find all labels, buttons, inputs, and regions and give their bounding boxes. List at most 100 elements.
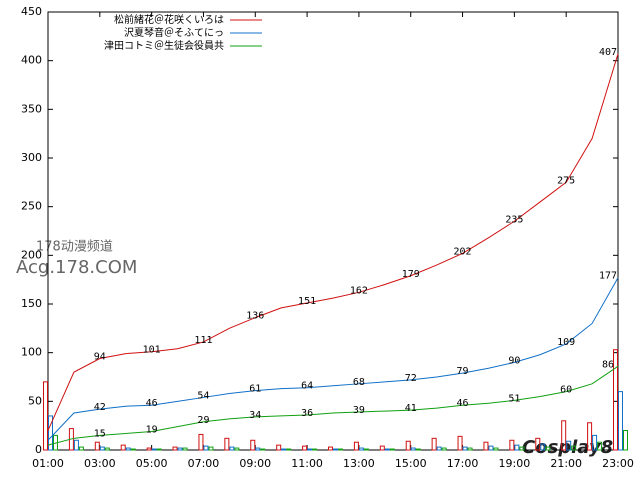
bar <box>286 448 292 451</box>
bar <box>353 441 359 451</box>
bar <box>99 446 105 451</box>
plot-frame <box>47 11 619 451</box>
bar <box>613 349 618 451</box>
value-label: 46 <box>457 398 469 409</box>
bar <box>208 446 214 451</box>
value-label: 202 <box>454 246 472 257</box>
value-label: 61 <box>249 384 261 395</box>
bar <box>130 448 136 451</box>
bar <box>597 441 603 451</box>
bar <box>48 415 53 451</box>
value-label: 407 <box>599 47 617 58</box>
bar <box>410 447 416 451</box>
value-label: 177 <box>599 271 617 282</box>
bar <box>623 430 628 451</box>
bar <box>312 448 318 451</box>
bar <box>203 445 209 451</box>
bar <box>436 446 442 451</box>
bar <box>338 448 343 451</box>
value-label: 101 <box>143 345 161 356</box>
bar <box>328 446 333 451</box>
bar <box>260 448 266 451</box>
x-tick-label: 11:00 <box>291 457 323 470</box>
bar <box>198 433 204 451</box>
bar <box>94 441 100 451</box>
y-tick-label: 0 <box>35 443 42 456</box>
bar <box>405 440 411 451</box>
bar <box>519 446 525 451</box>
value-label: 29 <box>197 415 209 426</box>
bar <box>488 445 494 451</box>
value-label: 90 <box>508 355 520 366</box>
value-label: 179 <box>402 269 420 280</box>
bar <box>379 445 385 451</box>
value-label: 86 <box>602 359 614 370</box>
bar <box>78 446 84 451</box>
y-tick-label: 450 <box>21 5 42 18</box>
value-label: 34 <box>249 410 261 421</box>
x-tick-label: 13:00 <box>343 457 375 470</box>
bar <box>302 445 308 451</box>
bar <box>177 447 183 451</box>
bar <box>493 447 499 451</box>
value-label: 109 <box>557 337 575 348</box>
bar <box>358 447 364 451</box>
bar <box>389 448 395 451</box>
value-label: 235 <box>505 214 523 225</box>
x-tick-label: 05:00 <box>136 457 168 470</box>
bar <box>224 437 230 451</box>
value-label: 151 <box>298 296 316 307</box>
bar <box>104 447 110 451</box>
value-label: 72 <box>405 373 417 384</box>
bar <box>587 422 593 451</box>
value-label: 64 <box>301 381 313 392</box>
bar <box>592 434 598 451</box>
bar <box>441 447 447 451</box>
bar <box>151 448 157 451</box>
x-tick-label: 21:00 <box>550 457 582 470</box>
value-label: 79 <box>457 366 469 377</box>
bar <box>255 447 261 451</box>
value-label: 15 <box>94 428 106 439</box>
bar <box>462 446 468 451</box>
line <box>47 53 619 431</box>
legend-label: 津田コトミ＠生徒会役員共 <box>104 39 224 52</box>
x-tick-label: 23:00 <box>602 457 634 470</box>
bar <box>514 444 520 451</box>
x-tick-label: 07:00 <box>188 457 220 470</box>
bar <box>120 444 126 451</box>
legend-label: 沢夏琴音＠そふてにっ <box>124 26 224 39</box>
x-tick-label: 09:00 <box>239 457 271 470</box>
value-label: 41 <box>405 403 417 414</box>
watermark: Cosplay8 <box>522 437 613 458</box>
value-label: 36 <box>301 408 313 419</box>
value-label: 42 <box>94 402 106 413</box>
y-tick-label: 400 <box>21 54 42 67</box>
y-tick-label: 350 <box>21 102 42 115</box>
bar <box>535 437 541 451</box>
legend-label: 松前緒花＠花咲くいろは <box>114 13 224 26</box>
bar <box>483 441 489 451</box>
bar <box>73 439 79 451</box>
bar <box>509 439 515 451</box>
y-tick-label: 150 <box>21 297 42 310</box>
value-label: 46 <box>146 398 158 409</box>
bar <box>415 448 421 451</box>
value-label: 54 <box>197 390 209 401</box>
bar <box>384 448 390 451</box>
bar <box>307 448 313 451</box>
x-tick-label: 03:00 <box>84 457 116 470</box>
bar <box>156 448 162 451</box>
x-tick-label: 15:00 <box>395 457 427 470</box>
bar <box>146 447 152 451</box>
bar <box>234 447 240 451</box>
line <box>47 365 619 446</box>
bar <box>250 439 256 451</box>
line <box>47 277 619 441</box>
x-tick-label: 01:00 <box>32 457 64 470</box>
y-tick-label: 100 <box>21 346 42 359</box>
y-tick-label: 200 <box>21 248 42 261</box>
x-tick-label: 19:00 <box>499 457 531 470</box>
value-label: 136 <box>246 311 264 322</box>
value-label: 94 <box>94 352 106 363</box>
